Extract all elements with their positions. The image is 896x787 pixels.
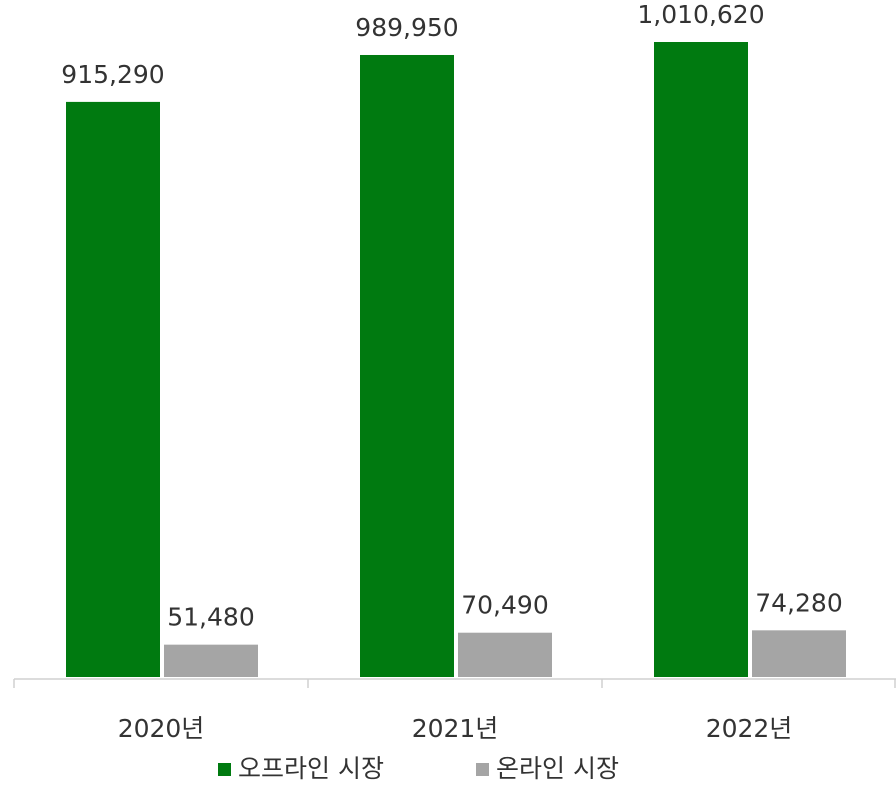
data-label: 51,480 (167, 603, 254, 632)
bar (458, 632, 552, 677)
bar (66, 101, 160, 677)
x-tick-label: 2020년 (118, 714, 205, 743)
data-label: 70,490 (461, 591, 548, 620)
data-label: 989,950 (355, 13, 458, 42)
x-tick-label: 2021년 (412, 714, 499, 743)
legend-label: 오프라인 시장 (238, 754, 384, 783)
x-tick-label: 2022년 (706, 714, 793, 743)
legend-swatch (476, 763, 489, 776)
legend-swatch (218, 763, 231, 776)
data-label: 1,010,620 (637, 0, 764, 29)
data-label: 74,280 (755, 588, 842, 617)
data-label: 915,290 (61, 60, 164, 89)
legend-label: 온라인 시장 (496, 754, 619, 783)
bar (752, 630, 846, 677)
bar (360, 54, 454, 677)
bar (164, 644, 258, 677)
bar (654, 42, 748, 677)
